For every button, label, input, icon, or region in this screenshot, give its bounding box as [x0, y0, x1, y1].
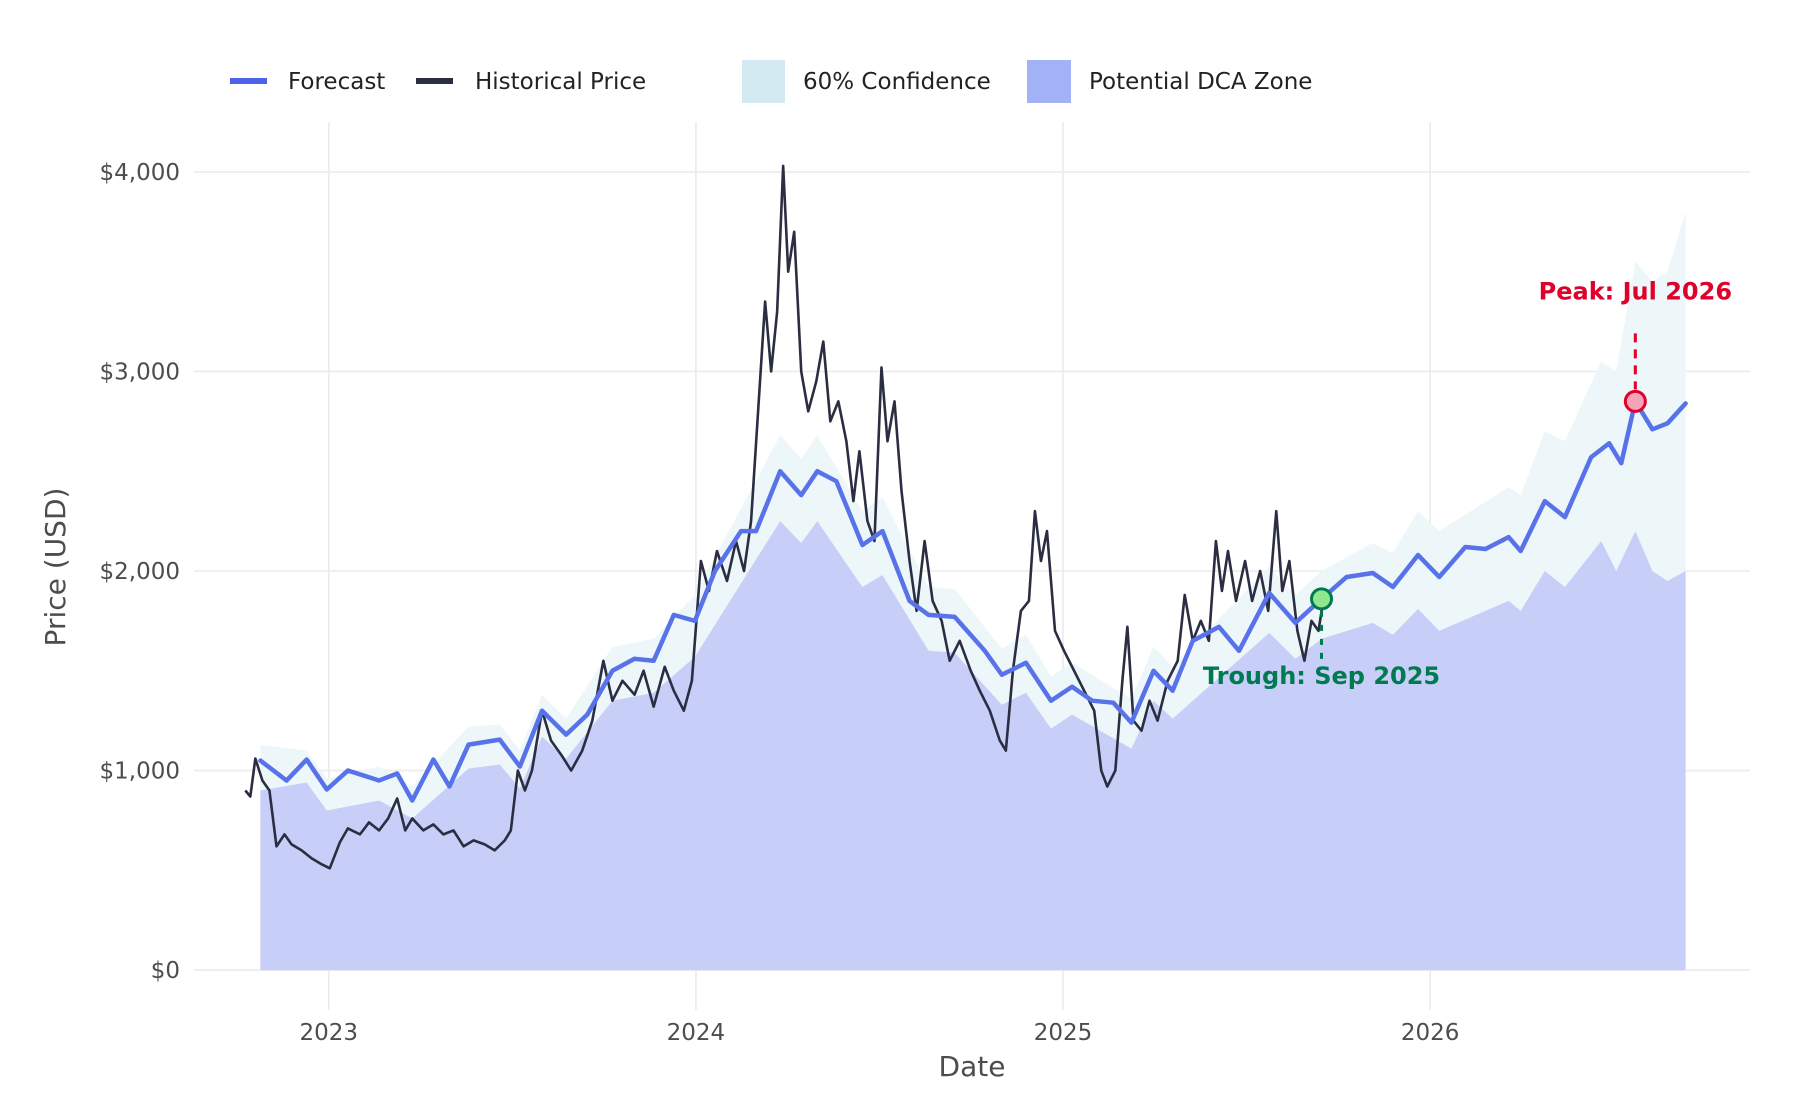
y-tick-label: $2,000 [100, 559, 180, 585]
legend-forecast-label: Forecast [288, 69, 385, 95]
legend-historical-label: Historical Price [475, 69, 646, 95]
x-tick-label: 2024 [667, 1020, 726, 1046]
legend-dca-swatch [1027, 60, 1071, 103]
y-tick-label: $0 [151, 958, 180, 984]
y-tick-label: $3,000 [100, 359, 180, 385]
areas [260, 211, 1686, 971]
y-axis-ticks: $0 $1,000 $2,000 $3,000 $4,000 [100, 160, 180, 984]
legend-confidence-swatch [742, 60, 785, 103]
x-tick-label: 2026 [1401, 1020, 1460, 1046]
peak-label: Peak: Jul 2026 [1539, 277, 1732, 305]
x-axis-title: Date [939, 1050, 1006, 1083]
dca-zone-area [260, 521, 1686, 971]
x-tick-label: 2025 [1034, 1020, 1093, 1046]
x-tick-label: 2023 [300, 1020, 359, 1046]
trough-marker [1310, 587, 1334, 611]
y-axis-title: Price (USD) [39, 488, 72, 647]
legend-confidence-label: 60% Confidence [803, 69, 991, 95]
legend: Forecast Historical Price 60% Confidence… [230, 60, 1312, 103]
annotations: Peak: Jul 2026 Trough: Sep 2025 [1203, 277, 1732, 690]
peak-marker [1623, 389, 1647, 413]
lines [244, 164, 1688, 870]
x-axis-ticks: 2023 2024 2025 2026 [300, 1020, 1460, 1046]
historical-price-line [244, 164, 1324, 870]
y-tick-label: $1,000 [100, 759, 180, 785]
y-tick-label: $4,000 [100, 160, 180, 186]
legend-dca-label: Potential DCA Zone [1089, 69, 1312, 95]
trough-label: Trough: Sep 2025 [1203, 662, 1440, 690]
forecast-line [258, 399, 1688, 803]
